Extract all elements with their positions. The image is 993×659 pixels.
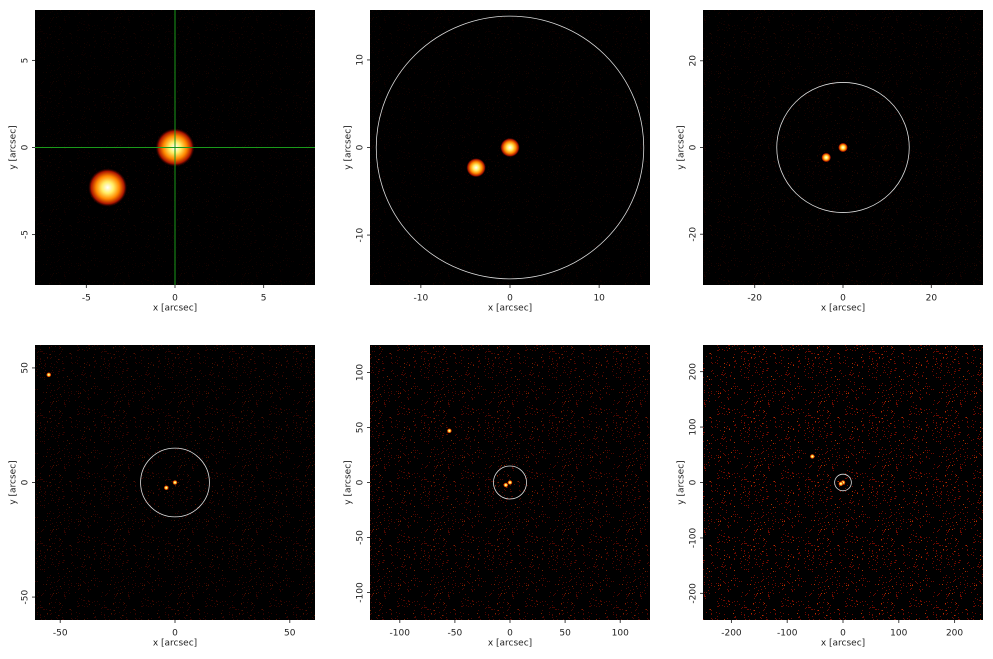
y-tick-label: 0 xyxy=(21,479,31,485)
x-tick-label: 0 xyxy=(840,629,846,639)
source xyxy=(172,479,178,486)
source xyxy=(809,453,815,459)
y-tick-label: 0 xyxy=(356,479,366,485)
source xyxy=(163,485,169,491)
y-tick-label: 200 xyxy=(689,363,699,380)
x-tick-label: -50 xyxy=(448,629,463,639)
x-tick-label: -100 xyxy=(390,629,411,639)
x-tick-label: 10 xyxy=(593,294,605,304)
x-tick-label: -20 xyxy=(747,294,762,304)
source xyxy=(46,372,52,378)
y-tick-label: -5 xyxy=(21,230,31,239)
source xyxy=(503,482,509,488)
x-tick-label: 5 xyxy=(261,294,267,304)
y-tick-label: 10 xyxy=(356,54,366,66)
y-tick-label: -100 xyxy=(689,527,699,548)
y-axis-label: y [arcsec] xyxy=(9,460,19,504)
x-tick-label: -10 xyxy=(413,294,428,304)
x-axis-label: x [arcsec] xyxy=(153,639,197,649)
x-tick-label: 200 xyxy=(946,629,963,639)
x-tick-label: 100 xyxy=(890,629,907,639)
x-axis-label: x [arcsec] xyxy=(821,304,865,314)
x-tick-label: 0 xyxy=(172,294,178,304)
y-tick-label: -50 xyxy=(356,530,366,545)
y-axis-label: y [arcsec] xyxy=(9,125,19,169)
y-axis-label: y [arcsec] xyxy=(677,460,687,504)
aperture-circle xyxy=(375,15,645,280)
source xyxy=(821,152,832,163)
x-tick-label: -50 xyxy=(53,629,68,639)
x-axis-label: x [arcsec] xyxy=(821,639,865,649)
y-tick-label: 0 xyxy=(356,144,366,150)
x-axis-label: x [arcsec] xyxy=(153,304,197,314)
x-tick-label: 20 xyxy=(926,294,938,304)
x-tick-label: 100 xyxy=(612,629,629,639)
y-tick-label: 5 xyxy=(21,58,31,64)
x-tick-label: -200 xyxy=(721,629,742,639)
y-tick-label: -100 xyxy=(356,582,366,603)
source xyxy=(507,480,513,485)
x-tick-label: 0 xyxy=(840,294,846,304)
y-axis-label: y [arcsec] xyxy=(677,125,687,169)
y-tick-label: 0 xyxy=(689,144,699,150)
x-tick-label: -5 xyxy=(82,294,91,304)
y-tick-label: -50 xyxy=(21,589,31,604)
y-axis-label: y [arcsec] xyxy=(344,460,354,504)
source xyxy=(838,142,848,153)
y-tick-label: 50 xyxy=(21,362,31,374)
y-tick-label: 0 xyxy=(21,144,31,150)
source xyxy=(466,158,486,178)
aperture-circle xyxy=(776,82,910,213)
x-axis-label: x [arcsec] xyxy=(488,639,532,649)
x-tick-label: 50 xyxy=(284,629,296,639)
x-tick-label: 50 xyxy=(559,629,571,639)
aperture-circle xyxy=(493,465,527,500)
source xyxy=(500,137,520,158)
aperture-circle xyxy=(834,473,852,492)
y-axis-label: y [arcsec] xyxy=(344,125,354,169)
y-tick-label: 100 xyxy=(689,418,699,435)
aperture-circle xyxy=(140,447,210,518)
x-axis-label: x [arcsec] xyxy=(488,304,532,314)
x-tick-label: 0 xyxy=(172,629,178,639)
y-tick-label: -10 xyxy=(356,227,366,242)
y-tick-label: -200 xyxy=(689,583,699,604)
y-tick-label: 50 xyxy=(356,422,366,434)
source xyxy=(88,168,128,207)
x-tick-label: 0 xyxy=(507,294,513,304)
x-tick-label: 0 xyxy=(507,629,513,639)
y-tick-label: -20 xyxy=(689,227,699,242)
x-tick-label: -100 xyxy=(777,629,798,639)
y-tick-label: 100 xyxy=(356,364,366,381)
source xyxy=(838,481,844,487)
y-tick-label: 0 xyxy=(689,479,699,485)
y-tick-label: 20 xyxy=(689,55,699,67)
source xyxy=(446,428,452,434)
